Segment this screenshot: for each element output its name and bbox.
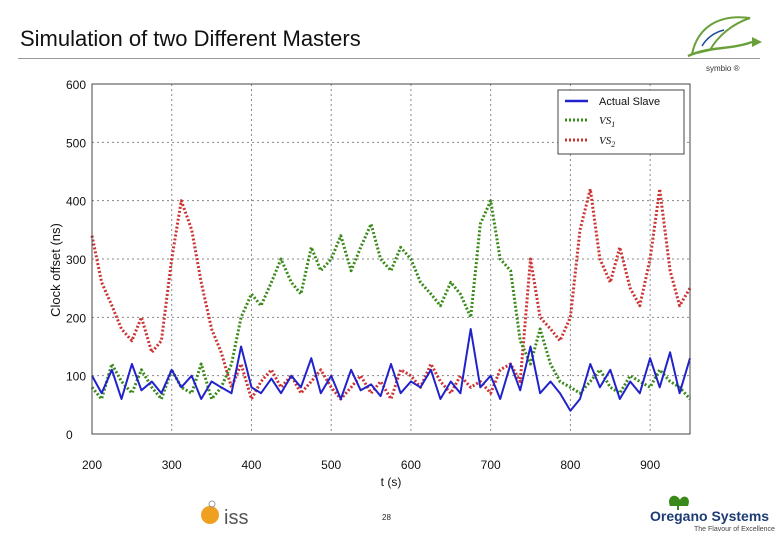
series-line-vs2 — [90, 187, 692, 401]
oregano-logo-icon — [669, 495, 689, 510]
y-tick-label: 400 — [66, 195, 86, 209]
title-divider — [18, 58, 760, 59]
oregano-tagline: The Flavour of Excellence — [694, 526, 775, 533]
plot-frame — [91, 83, 691, 435]
x-tick-label: 500 — [321, 458, 341, 472]
y-tick-label: 300 — [66, 253, 86, 267]
oregano-logo-text: Oregano Systems — [650, 508, 770, 524]
legend-label-actual-slave: Actual Slave — [599, 96, 660, 108]
iss-logo-text: iss — [224, 507, 248, 529]
y-tick-label: 500 — [66, 136, 86, 150]
series-line-vs1 — [90, 199, 692, 401]
x-tick-label: 600 — [401, 458, 421, 472]
series-line-actual-slave — [91, 328, 691, 412]
x-tick-label: 700 — [481, 458, 501, 472]
legend-label-vs1: VS1 — [599, 115, 615, 129]
x-tick-label: 200 — [82, 458, 102, 472]
slide-title: Simulation of two Different Masters — [20, 26, 361, 51]
x-tick-label: 900 — [640, 458, 660, 472]
page-number: 28 — [382, 513, 391, 522]
x-tick-label: 300 — [162, 458, 182, 472]
symbio-logo-icon — [687, 16, 762, 58]
symbio-logo-text: symbio ® — [706, 64, 740, 73]
x-tick-label: 400 — [241, 458, 261, 472]
y-axis-label: Clock offset (ns) — [48, 223, 63, 317]
chart-legend: Actual Slave VS1 VS2 — [557, 89, 685, 155]
y-tick-label: 0 — [66, 428, 73, 442]
y-tick-label: 600 — [66, 78, 86, 92]
y-tick-label: 100 — [66, 370, 86, 384]
x-axis-label: t (s) — [381, 475, 402, 489]
y-tick-label: 200 — [66, 311, 86, 325]
legend-label-vs2: VS2 — [599, 135, 615, 149]
iss-logo-icon: iss — [201, 500, 248, 529]
x-tick-label: 800 — [560, 458, 580, 472]
